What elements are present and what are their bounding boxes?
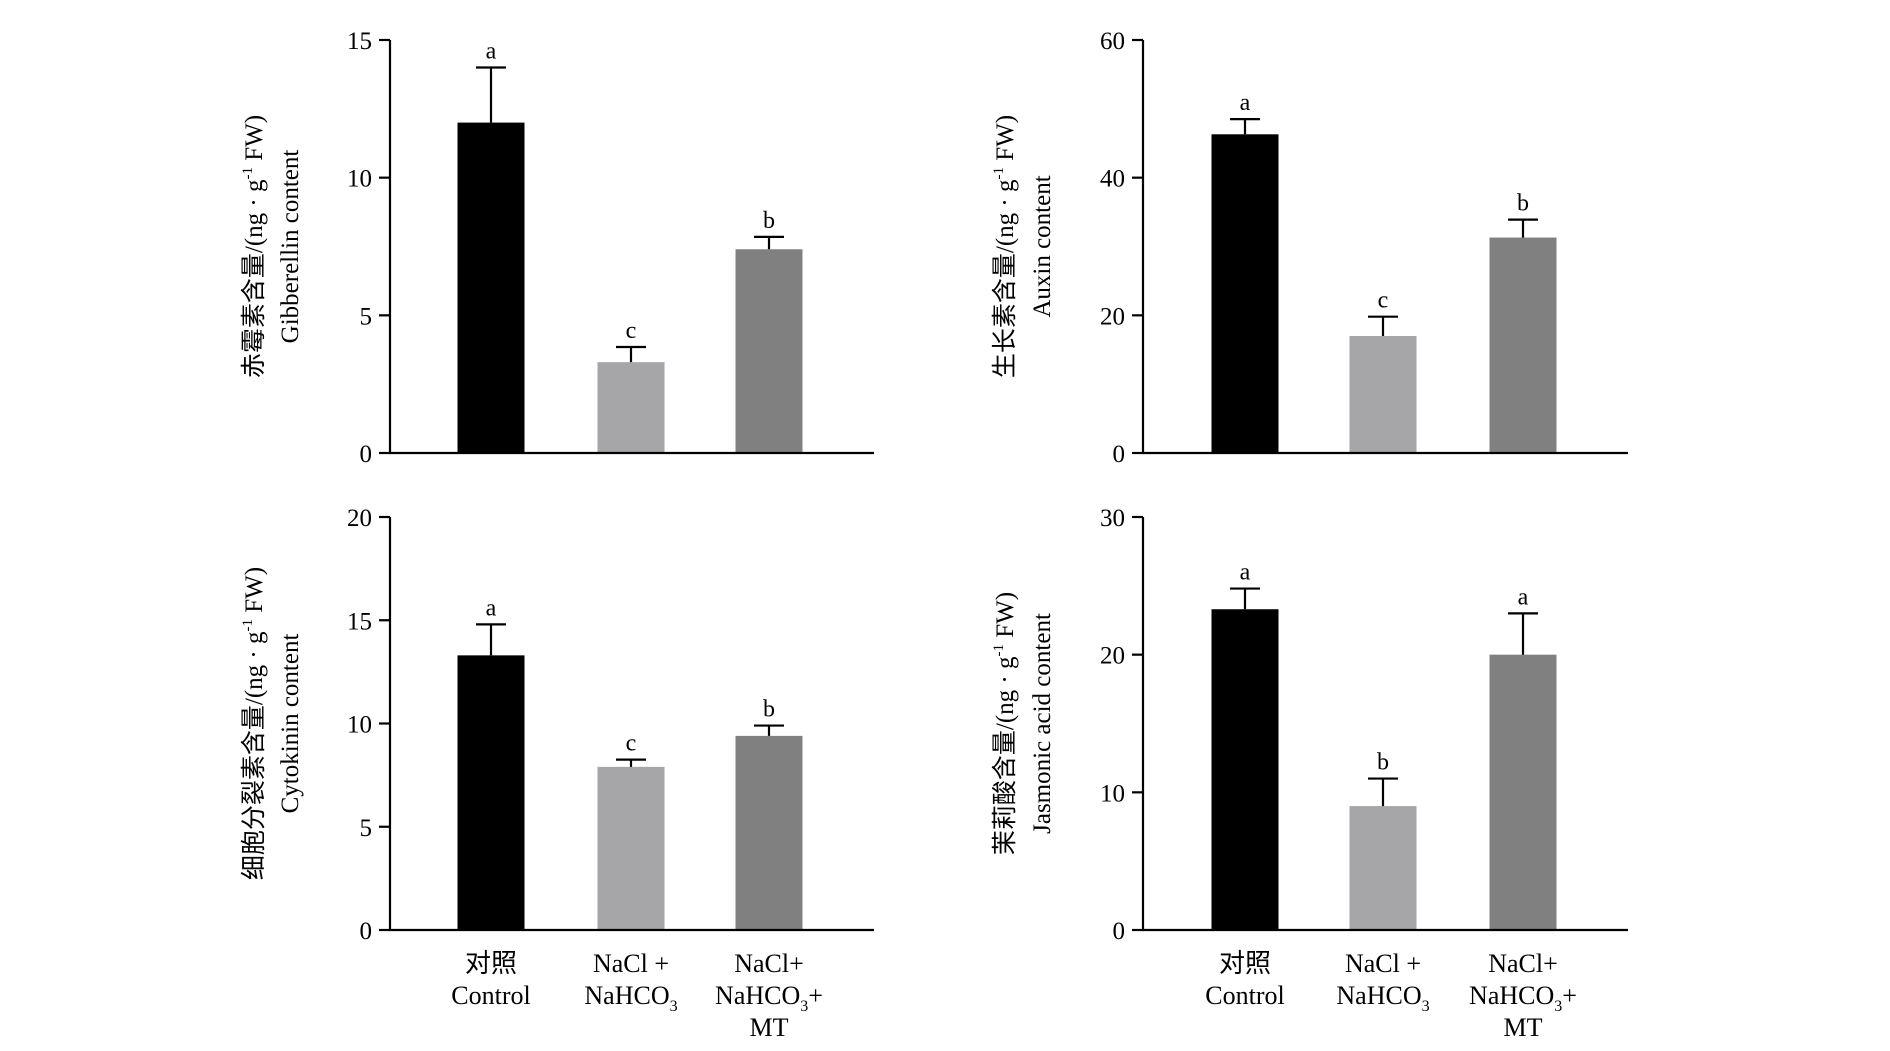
y-tick-label: 0 — [1113, 918, 1126, 945]
bar — [597, 766, 665, 930]
x-category-labels: 对照 Control NaCl + NaHCO3 NaCl+ NaHCO3+MT — [451, 949, 823, 1042]
significance-letter: b — [1377, 750, 1389, 776]
chart-panel: a c b 0 5 10 15 20 细胞分裂素含量/(ng · g-1 FW) Cytokini… — [240, 505, 874, 945]
y-axis-label-cn: 茉莉酸含量/(ng · g-1 FW) — [991, 592, 1019, 855]
y-tick-label: 0 — [360, 918, 373, 945]
category-label-line2: NaHCO3+ — [1469, 981, 1577, 1015]
bar — [1211, 609, 1279, 930]
y-tick-label: 10 — [1100, 780, 1125, 807]
y-axis-label-en: Auxin content — [1029, 175, 1056, 317]
category-label-line1: 对照 — [465, 949, 517, 978]
y-tick-label: 0 — [360, 441, 373, 468]
category-label-line1: NaCl + — [593, 949, 669, 978]
chart-panel: a c b 0 20 40 60 生长素含量/(ng · g-1 FW) Auxin conte… — [991, 28, 1628, 468]
x-category-labels: 对照 Control NaCl + NaHCO3 NaCl+ NaHCO3+MT — [1205, 949, 1577, 1042]
bar — [1349, 335, 1417, 453]
significance-letter: a — [486, 39, 497, 65]
bar — [1211, 134, 1279, 453]
y-tick-label: 20 — [1100, 303, 1125, 330]
category-label-line2: NaHCO3+ — [715, 981, 823, 1015]
y-tick-label: 40 — [1100, 166, 1125, 193]
y-tick-label: 20 — [347, 505, 372, 532]
significance-letter: b — [1517, 191, 1529, 217]
category-label-line3: MT — [750, 1013, 789, 1042]
category-label-line1: 对照 — [1219, 949, 1271, 978]
y-tick-label: 10 — [347, 166, 372, 193]
bar — [1349, 806, 1417, 930]
bar — [457, 655, 525, 930]
category-label-line2: NaHCO3 — [584, 981, 677, 1015]
category-label-line1: NaCl + — [1345, 949, 1421, 978]
category-label-line1: NaCl+ — [1488, 949, 1558, 978]
y-tick-label: 5 — [360, 303, 373, 330]
bar — [457, 122, 525, 453]
chart-panel: a b a 0 10 20 30 茉莉酸含量/(ng · g-1 FW) Jasmonic ac… — [991, 505, 1628, 945]
significance-letter: a — [1518, 584, 1529, 610]
bar — [1489, 654, 1557, 930]
significance-letter: a — [1240, 90, 1251, 116]
y-tick-label: 20 — [1100, 643, 1125, 670]
bar — [735, 735, 803, 930]
chart-panel: a c b 0 5 10 15 赤霉素含量/(ng · g-1 FW) Gibberellin … — [240, 28, 874, 468]
y-tick-label: 60 — [1100, 28, 1125, 55]
y-axis-label-en: Jasmonic acid content — [1029, 613, 1056, 834]
y-axis-label-en: Gibberellin content — [277, 150, 304, 344]
y-axis-label-en: Cytokinin content — [277, 634, 304, 814]
y-tick-label: 0 — [1113, 441, 1126, 468]
category-label-line3: MT — [1504, 1013, 1543, 1042]
y-tick-label: 15 — [347, 28, 372, 55]
y-axis-label-cn: 生长素含量/(ng · g-1 FW) — [991, 115, 1019, 378]
bar — [597, 362, 665, 453]
significance-letter: c — [626, 318, 637, 344]
y-axis-label-cn: 赤霉素含量/(ng · g-1 FW) — [240, 115, 268, 378]
y-axis-label-cn: 细胞分裂素含量/(ng · g-1 FW) — [240, 567, 268, 880]
category-label-line2: NaHCO3 — [1336, 981, 1429, 1015]
bar — [1489, 237, 1557, 453]
category-label-line2: Control — [451, 981, 530, 1010]
significance-letter: c — [1378, 288, 1389, 314]
significance-letter: a — [486, 595, 497, 621]
significance-letter: b — [763, 208, 775, 234]
category-label-line1: NaCl+ — [734, 949, 804, 978]
category-label-line2: Control — [1205, 981, 1284, 1010]
significance-letter: b — [763, 697, 775, 723]
y-tick-label: 15 — [347, 608, 372, 635]
y-tick-label: 5 — [360, 815, 373, 842]
significance-letter: c — [626, 731, 637, 757]
significance-letter: a — [1240, 560, 1251, 586]
y-tick-label: 10 — [347, 712, 372, 739]
bar — [735, 249, 803, 453]
y-tick-label: 30 — [1100, 505, 1125, 532]
